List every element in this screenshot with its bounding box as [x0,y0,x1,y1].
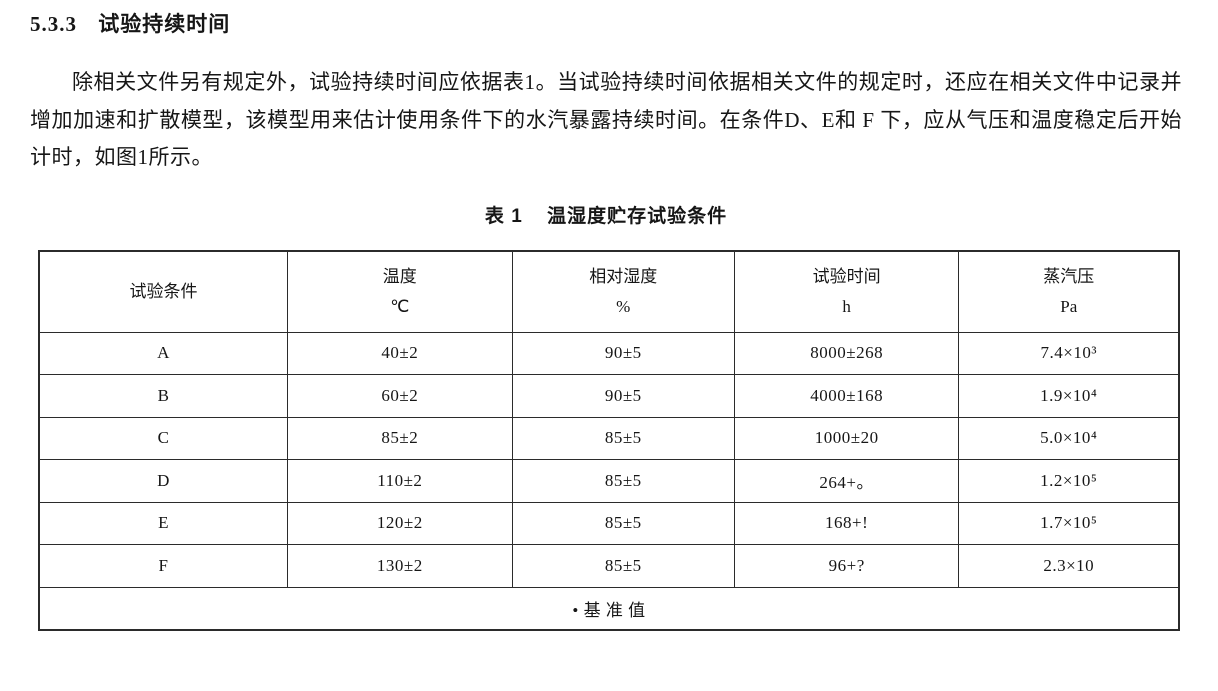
cell-temperature: 110±2 [287,459,513,503]
cell-humidity: 85±5 [511,416,735,460]
cell-condition: C [38,416,289,460]
table-row-condition-f: F 130±2 85±5 96+? 2.3×10 [38,544,1180,588]
column-header-test-time: 试验时间 h [733,250,960,333]
cell-vapor-pressure: 2.3×10 [958,544,1180,588]
section-title: 试验持续时间 [98,13,231,36]
cell-temperature: 60±2 [287,374,513,418]
column-unit: % [616,296,631,316]
table-row-condition-d: D 110±2 85±5 264+。 1.2×10⁵ [38,459,1180,503]
column-unit: Pa [1060,296,1078,316]
column-name: 蒸汽压 [1043,266,1095,286]
table-caption: 温湿度贮存试验条件 [547,205,728,227]
table-number-label: 表 1 [484,205,523,227]
section-number: 5.3.3 [30,12,77,36]
cell-humidity: 85±5 [511,544,735,588]
cell-duration: 96+? [733,544,960,588]
cell-condition: A [38,331,289,375]
cell-temperature: 130±2 [287,544,513,588]
cell-duration: 1000±20 [733,416,960,460]
column-unit: ℃ [390,296,410,316]
table-header: 试验条件 温度 ℃ 相对湿度 % 试验时间 h 蒸汽压 Pa [38,250,1180,333]
cell-temperature: 120±2 [287,501,513,545]
table-header-row: 试验条件 温度 ℃ 相对湿度 % 试验时间 h 蒸汽压 Pa [38,250,1180,333]
column-name: 温度 [382,266,417,286]
cell-humidity: 90±5 [511,331,735,375]
cell-duration: 168+! [733,501,960,545]
column-header-vapor-pressure: 蒸汽压 Pa [958,250,1180,333]
cell-humidity: 85±5 [511,459,735,503]
cell-duration: 264+。 [733,459,960,503]
cell-condition: E [38,501,289,545]
table-footnote: • 基 准 值 [38,586,1180,631]
table-row-condition-e: E 120±2 85±5 168+! 1.7×10⁵ [38,501,1180,545]
cell-condition: D [38,459,289,503]
table-row-condition-b: B 60±2 90±5 4000±168 1.9×10⁴ [38,374,1180,418]
cell-duration: 4000±168 [733,374,960,418]
cell-vapor-pressure: 1.9×10⁴ [958,374,1180,418]
column-name: 相对湿度 [589,266,658,286]
cell-condition: F [38,544,289,588]
column-unit: h [842,296,851,316]
section-heading: 5.3.3 试验持续时间 [30,10,1182,39]
table-row-condition-c: C 85±2 85±5 1000±20 5.0×10⁴ [38,416,1180,460]
table-body: A 40±2 90±5 8000±268 7.4×10³ B 60±2 90±5… [38,331,1180,631]
cell-vapor-pressure: 1.7×10⁵ [958,501,1180,545]
table-row-condition-a: A 40±2 90±5 8000±268 7.4×10³ [38,331,1180,375]
column-header-temperature: 温度 ℃ [287,250,513,333]
cell-condition: B [38,374,289,418]
cell-duration: 8000±268 [733,331,960,375]
column-name: 试验时间 [812,266,881,286]
table-footnote-row: • 基 准 值 [38,586,1180,631]
column-header-test-condition: 试验条件 [38,250,289,333]
cell-vapor-pressure: 1.2×10⁵ [958,459,1180,503]
cell-humidity: 90±5 [511,374,735,418]
body-paragraph: 除相关文件另有规定外，试验持续时间应依据表1。当试验持续时间依据相关文件的规定时… [30,70,1182,169]
cell-temperature: 85±2 [287,416,513,460]
cell-humidity: 85±5 [511,501,735,545]
cell-vapor-pressure: 7.4×10³ [958,331,1180,375]
column-header-relative-humidity: 相对湿度 % [511,250,735,333]
cell-vapor-pressure: 5.0×10⁴ [958,416,1180,460]
table-title: 表 1 温湿度贮存试验条件 [30,201,1182,228]
cell-temperature: 40±2 [287,331,513,375]
column-name: 试验条件 [129,281,198,301]
storage-conditions-table: 试验条件 温度 ℃ 相对湿度 % 试验时间 h 蒸汽压 Pa [38,249,1180,631]
